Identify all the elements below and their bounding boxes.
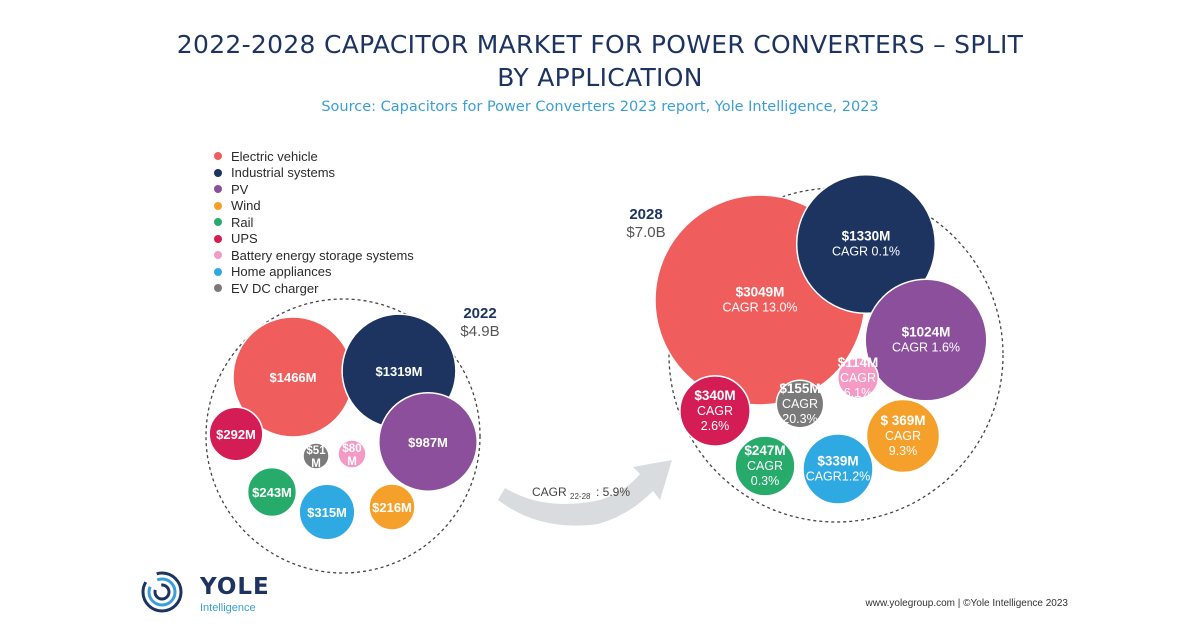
footer-credit: www.yolegroup.com | ©Yole Intelligence 2… [865,598,1069,609]
legend-marker [214,251,222,260]
legend-label: Battery energy storage systems [231,247,414,263]
legend-marker [214,234,222,243]
legend-item: Battery energy storage systems [214,247,414,264]
legend-marker [214,152,222,161]
cagr-label: CAGR [747,459,783,473]
data-label: $3049M [736,285,785,300]
cagr-label: 0.3% [751,474,780,488]
data-label: $1466M [270,370,317,385]
legend-marker [214,218,222,227]
data-label: $155M [779,381,820,396]
year-label: 2028 [629,206,662,223]
data-label: $339M [817,454,858,469]
bubble-2022 [337,439,367,469]
legend-item: EV DC charger [214,280,414,297]
legend-label: UPS [231,231,258,247]
overall-cagr-value: : 5.9% [596,485,630,499]
data-label: $51 [306,445,326,457]
cagr-label: CAGR1.2% [806,470,871,484]
chart-title: 2022-2028 CAPACITOR MARKET FOR POWER CON… [0,28,1200,94]
data-label: $340M [694,388,735,403]
data-label: $1319M [376,364,423,379]
cagr-label: CAGR [697,404,733,418]
bubble-2028 [795,173,937,315]
cagr-label: CAGR [840,371,876,385]
title-line-1: 2022-2028 CAPACITOR MARKET FOR POWER CON… [176,30,1024,59]
cagr-label: CAGR 13.0% [722,301,797,315]
cagr-label: 9.3% [889,444,918,458]
data-label: $243M [252,485,292,500]
bubble-2022 [208,406,264,462]
year-label: 2022 [463,305,496,322]
bubble-2022 [246,466,298,518]
cagr-label: CAGR [782,397,818,411]
legend-item: PV [214,181,414,198]
growth-arrow-icon [498,460,672,526]
year-boundary-2022 [205,298,481,574]
cagr-label: CAGR 0.1% [832,245,900,259]
data-label: $1024M [902,325,951,340]
bubble-2028 [865,398,941,474]
legend-label: Home appliances [231,264,332,280]
legend-marker [214,201,222,210]
data-label: $216M [372,500,412,515]
chart-source: Source: Capacitors for Power Converters … [321,99,879,115]
cagr-label: 6.1% [844,386,873,400]
logo-sub: Intelligence [200,602,256,614]
year-total: $7.0B [626,224,665,241]
legend-marker [214,168,222,177]
bubble-2028 [802,433,874,505]
data-label: $987M [408,435,448,450]
bubble-2028 [775,379,825,429]
title-line-2: BY APPLICATION [497,63,703,92]
legend: Electric vehicle Industrial systems PV Wind… [214,148,414,297]
year-total: $4.9B [460,323,499,340]
cagr-label: 20.3% [782,412,817,426]
bubble-2022 [302,442,330,470]
bubble-2028 [836,356,880,400]
data-label-unit: M [311,458,321,470]
data-label-unit: M [347,456,357,468]
data-label: $315M [307,505,347,520]
data-label: $80 [342,443,361,455]
legend-item: Industrial systems [214,165,414,182]
legend-label: Industrial systems [231,165,336,181]
bubble-2022 [378,392,478,492]
legend-label: PV [231,181,249,197]
bubble-2022 [368,483,416,531]
bubble-2028 [679,375,751,447]
cagr-label: CAGR 1.6% [892,341,960,355]
logo-name: YOLE [200,574,270,600]
data-label: $292M [216,427,256,442]
legend-marker [214,267,222,276]
data-label: $247M [744,443,785,458]
data-label: $ 369M [880,413,925,428]
yole-logo-icon [141,571,183,613]
legend-item: Home appliances [214,264,414,281]
cagr-label: CAGR [885,429,921,443]
legend-label: Electric vehicle [231,148,318,164]
cagr-label: 2.6% [701,419,730,433]
bubble-2022 [298,483,356,541]
bubble-2028 [734,435,796,497]
legend-label: Wind [231,198,261,214]
legend-item: UPS [214,231,414,248]
legend-label: Rail [231,214,254,230]
legend-item: Wind [214,198,414,215]
legend-marker [214,284,222,293]
overall-cagr-subscript: 22-28 [570,492,591,501]
legend-item: Rail [214,214,414,231]
legend-item: Electric vehicle [214,148,414,165]
data-label: $1330M [842,229,891,244]
data-label: $114M [838,355,879,370]
bubble-2028 [864,278,988,402]
legend-label: EV DC charger [231,280,319,296]
legend-marker [214,185,222,194]
overall-cagr-label: CAGR [532,485,567,499]
